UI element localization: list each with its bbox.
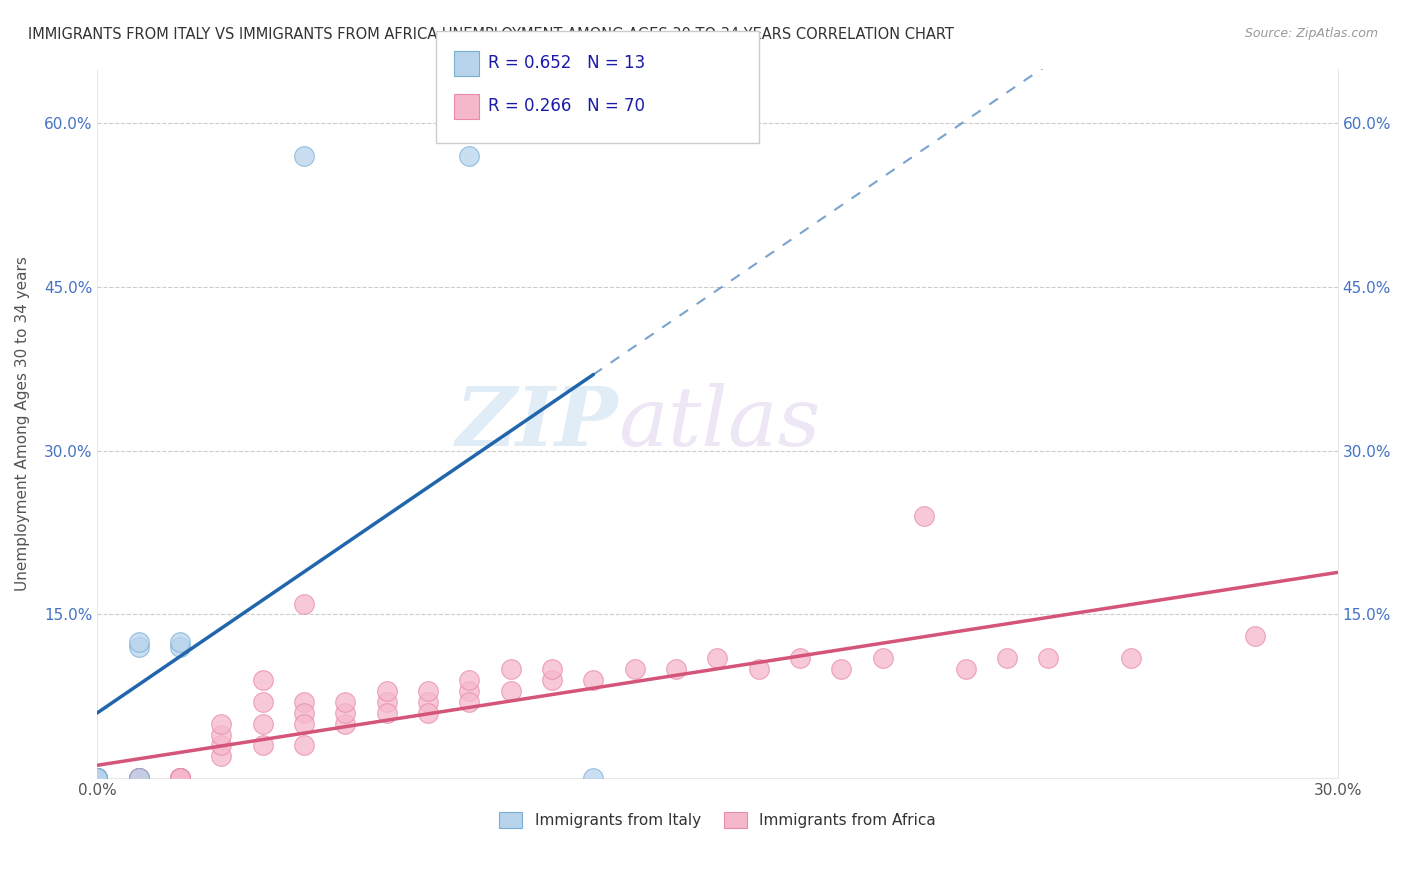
Point bbox=[128, 634, 150, 648]
Text: Source: ZipAtlas.com: Source: ZipAtlas.com bbox=[1244, 27, 1378, 40]
Point bbox=[169, 634, 191, 648]
Point bbox=[458, 695, 481, 709]
Point bbox=[458, 684, 481, 698]
Point bbox=[748, 662, 770, 676]
Point bbox=[541, 662, 564, 676]
Point bbox=[128, 771, 150, 785]
Y-axis label: Unemployment Among Ages 30 to 34 years: Unemployment Among Ages 30 to 34 years bbox=[15, 256, 30, 591]
Point bbox=[169, 771, 191, 785]
Point bbox=[872, 651, 894, 665]
Point bbox=[128, 771, 150, 785]
Point bbox=[1038, 651, 1060, 665]
Point bbox=[458, 673, 481, 687]
Point bbox=[252, 695, 274, 709]
Point bbox=[128, 640, 150, 655]
Point bbox=[86, 771, 108, 785]
Point bbox=[335, 695, 357, 709]
Point bbox=[169, 771, 191, 785]
Point bbox=[582, 673, 605, 687]
Point bbox=[86, 771, 108, 785]
Point bbox=[375, 684, 398, 698]
Point bbox=[1119, 651, 1142, 665]
Point bbox=[86, 771, 108, 785]
Point bbox=[86, 771, 108, 785]
Point bbox=[128, 771, 150, 785]
Text: R = 0.266   N = 70: R = 0.266 N = 70 bbox=[488, 97, 645, 115]
Point bbox=[416, 706, 439, 720]
Point bbox=[252, 739, 274, 753]
Point bbox=[292, 597, 315, 611]
Point bbox=[541, 673, 564, 687]
Point bbox=[86, 771, 108, 785]
Point bbox=[416, 684, 439, 698]
Point bbox=[169, 640, 191, 655]
Point bbox=[169, 771, 191, 785]
Point bbox=[128, 771, 150, 785]
Point bbox=[623, 662, 645, 676]
Point bbox=[86, 771, 108, 785]
Point bbox=[86, 771, 108, 785]
Point bbox=[86, 771, 108, 785]
Point bbox=[169, 771, 191, 785]
Text: R = 0.652   N = 13: R = 0.652 N = 13 bbox=[488, 54, 645, 72]
Point bbox=[128, 771, 150, 785]
Point bbox=[252, 673, 274, 687]
Point bbox=[86, 771, 108, 785]
Point bbox=[86, 771, 108, 785]
Point bbox=[292, 149, 315, 163]
Point bbox=[86, 771, 108, 785]
Text: atlas: atlas bbox=[619, 384, 821, 463]
Point bbox=[292, 695, 315, 709]
Point bbox=[292, 716, 315, 731]
Point bbox=[128, 771, 150, 785]
Point bbox=[665, 662, 688, 676]
Point bbox=[128, 771, 150, 785]
Point bbox=[209, 727, 232, 741]
Point bbox=[706, 651, 728, 665]
Point bbox=[169, 771, 191, 785]
Point bbox=[789, 651, 811, 665]
Point bbox=[252, 716, 274, 731]
Text: IMMIGRANTS FROM ITALY VS IMMIGRANTS FROM AFRICA UNEMPLOYMENT AMONG AGES 30 TO 34: IMMIGRANTS FROM ITALY VS IMMIGRANTS FROM… bbox=[28, 27, 955, 42]
Point bbox=[86, 771, 108, 785]
Point bbox=[1244, 629, 1267, 643]
Point bbox=[335, 706, 357, 720]
Point bbox=[955, 662, 977, 676]
Point bbox=[582, 771, 605, 785]
Point bbox=[209, 716, 232, 731]
Point bbox=[995, 651, 1018, 665]
Point bbox=[169, 771, 191, 785]
Point bbox=[209, 739, 232, 753]
Point bbox=[86, 771, 108, 785]
Point bbox=[169, 771, 191, 785]
Point bbox=[499, 662, 522, 676]
Point bbox=[209, 749, 232, 764]
Point bbox=[292, 739, 315, 753]
Point bbox=[375, 695, 398, 709]
Point bbox=[86, 771, 108, 785]
Point bbox=[292, 706, 315, 720]
Point bbox=[128, 771, 150, 785]
Point bbox=[458, 149, 481, 163]
Point bbox=[830, 662, 852, 676]
Point bbox=[912, 509, 935, 524]
Point bbox=[499, 684, 522, 698]
Point bbox=[86, 771, 108, 785]
Point bbox=[416, 695, 439, 709]
Point bbox=[86, 771, 108, 785]
Point bbox=[335, 716, 357, 731]
Legend: Immigrants from Italy, Immigrants from Africa: Immigrants from Italy, Immigrants from A… bbox=[494, 806, 942, 834]
Text: ZIP: ZIP bbox=[456, 384, 619, 463]
Point bbox=[375, 706, 398, 720]
Point bbox=[86, 771, 108, 785]
